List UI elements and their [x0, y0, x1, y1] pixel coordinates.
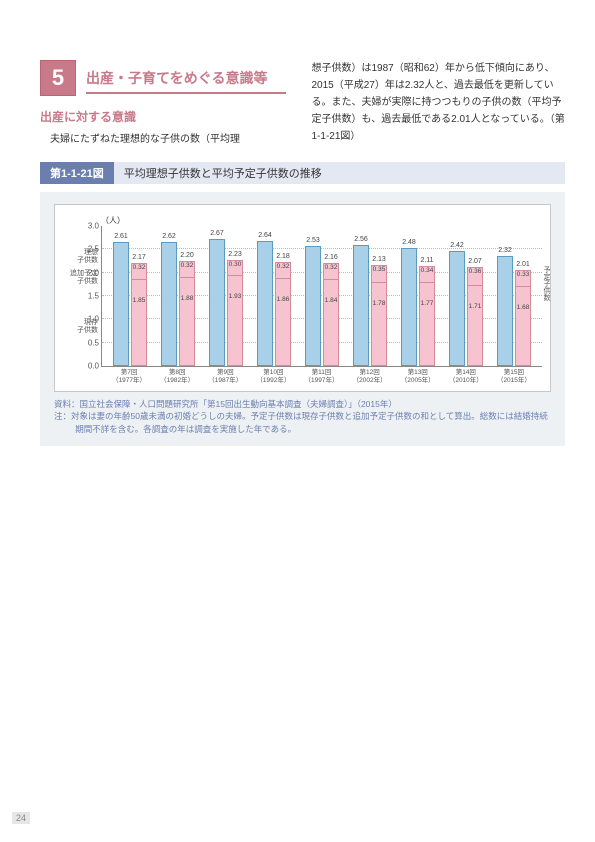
bar-ideal: 2.64 [257, 241, 273, 366]
bar-plan: 2.200.321.88 [179, 261, 195, 366]
bar-plan: 2.170.321.85 [131, 263, 147, 366]
bar-plan: 2.180.321.86 [275, 262, 291, 366]
legend-label: 理想 子供数 [77, 249, 98, 264]
bar-value-plan: 2.16 [324, 254, 338, 261]
bar-ideal: 2.61 [113, 242, 129, 366]
bar-ideal: 2.53 [305, 246, 321, 366]
x-tick-label: 第14回（2010年） [449, 369, 483, 385]
bar-value-plan: 2.17 [132, 254, 146, 261]
bar-value-plan: 2.20 [180, 252, 194, 259]
bar-value-exist: 1.88 [180, 278, 194, 303]
subsection-title: 出産に対する意識 [40, 108, 294, 125]
figure-heading: 第1-1-21図 平均理想子供数と平均予定子供数の推移 [40, 162, 565, 184]
bar-ideal: 2.32 [497, 256, 513, 366]
chapter-header: 5 出産・子育てをめぐる意識等 [40, 60, 294, 96]
bar-value-exist: 1.84 [324, 280, 338, 305]
bar-value-ideal: 2.48 [402, 239, 416, 246]
bar-value-ideal: 2.62 [162, 233, 176, 240]
x-tick-label: 第15回（2015年） [497, 369, 531, 385]
legend-label: 現存 子供数 [77, 319, 98, 334]
bar-value-plan: 2.01 [516, 261, 530, 268]
x-tick-label: 第9回（1987年） [208, 369, 242, 385]
bar-value-plan: 2.07 [468, 258, 482, 265]
body-left: 夫婦にたずねた理想的な子供の数（平均理 [40, 131, 294, 148]
bar-group: 2.422.07 0.36 1.71 [449, 251, 483, 366]
bar-plan: 2.230.301.93 [227, 260, 243, 366]
x-tick-label: 第13回（2005年） [401, 369, 435, 385]
source-line1: 資料：国立社会保障・人口問題研究所「第15回出生動向基本調査（夫婦調査）」（20… [54, 398, 551, 411]
bar-value-plan: 2.13 [372, 256, 386, 263]
bar-value-ideal: 2.42 [450, 242, 464, 249]
figure-title: 平均理想子供数と平均予定子供数の推移 [114, 162, 565, 184]
bar-value-exist: 1.71 [468, 286, 482, 311]
bar-group: 2.532.16 0.32 1.84 [305, 246, 339, 366]
bar-plan: 2.160.321.84 [323, 263, 339, 366]
bar-value-exist: 1.86 [276, 279, 290, 304]
x-axis-labels: 第7回（1977年） 第8回（1982年） 第9回（1987年） 第10回（1992年… [101, 367, 542, 385]
source-line2: 注：対象は妻の年齢50歳未満の初婚どうしの夫婦。予定子供数は現存子供数と追加予定… [54, 410, 551, 436]
x-tick-label: 第7回（1977年） [112, 369, 146, 385]
bar-value-ideal: 2.67 [210, 230, 224, 237]
bar-value-add: 0.33 [516, 271, 530, 279]
bar-value-add: 0.32 [180, 262, 194, 270]
bar-group: 2.612.17 0.32 1.85 [113, 242, 147, 366]
bar-group: 2.672.23 0.30 1.93 [209, 239, 243, 366]
bar-ideal: 2.62 [161, 242, 177, 366]
bar-value-ideal: 2.32 [498, 247, 512, 254]
bar-group: 2.622.20 0.32 1.88 [161, 242, 195, 366]
body-right: 想子供数）は1987（昭和62）年から低下傾向にあり、2015（平成27）年は2… [312, 60, 566, 145]
page-number: 24 [12, 812, 30, 824]
bar-ideal: 2.56 [353, 245, 369, 366]
bar-value-plan: 2.18 [276, 253, 290, 260]
bar-plan: 2.010.331.68 [515, 270, 531, 366]
x-tick-label: 第12回（2002年） [353, 369, 387, 385]
chart-panel: （人） 0.00.51.01.52.02.53.0 予定子供数 2.612.17… [40, 192, 565, 446]
bar-value-ideal: 2.53 [306, 237, 320, 244]
bar-value-ideal: 2.61 [114, 233, 128, 240]
bar-value-ideal: 2.64 [258, 232, 272, 239]
bar-value-add: 0.32 [276, 263, 290, 271]
bar-value-ideal: 2.56 [354, 236, 368, 243]
bar-value-add: 0.32 [324, 264, 338, 272]
bar-value-plan: 2.11 [420, 257, 433, 264]
bar-ideal: 2.42 [449, 251, 465, 366]
chart-source: 資料：国立社会保障・人口問題研究所「第15回出生動向基本調査（夫婦調査）」（20… [54, 398, 551, 436]
bar-value-plan: 2.23 [228, 251, 242, 258]
chapter-number-badge: 5 [40, 60, 76, 96]
figure-label: 第1-1-21図 [40, 162, 114, 184]
chapter-title: 出産・子育てをめぐる意識等 [86, 60, 286, 94]
bar-value-add: 0.36 [468, 268, 482, 276]
x-tick-label: 第8回（1982年） [160, 369, 194, 385]
bar-ideal: 2.48 [401, 248, 417, 366]
bar-value-exist: 1.85 [132, 280, 146, 305]
chart-area: （人） 0.00.51.01.52.02.53.0 予定子供数 2.612.17… [54, 204, 551, 392]
bar-plan: 2.130.351.78 [371, 265, 387, 366]
bar-ideal: 2.67 [209, 239, 225, 366]
bar-value-add: 0.35 [372, 266, 386, 274]
bar-group: 2.322.01 0.33 1.68 [497, 256, 531, 366]
x-tick-label: 第11回（1997年） [304, 369, 338, 385]
bar-value-add: 0.34 [420, 267, 434, 275]
bar-value-exist: 1.93 [228, 276, 242, 301]
legend-left: 理想 子供数追加予定 子供数現存 子供数 [66, 226, 100, 366]
y-axis-unit: （人） [101, 215, 542, 226]
legend-label: 追加予定 子供数 [70, 270, 98, 285]
bar-plan: 2.070.361.71 [467, 267, 483, 366]
bar-value-exist: 1.68 [516, 287, 530, 312]
bar-value-exist: 1.78 [372, 283, 386, 308]
plot-area: 予定子供数 2.612.170.321.852.622.200.321.882.… [101, 226, 542, 367]
x-tick-label: 第10回（1992年） [256, 369, 290, 385]
bar-plan: 2.110.341.77 [419, 266, 435, 366]
bar-value-exist: 1.77 [420, 283, 434, 308]
bar-value-add: 0.30 [228, 261, 242, 269]
bar-group: 2.482.11 0.34 1.77 [401, 248, 435, 366]
bar-group: 2.562.13 0.35 1.78 [353, 245, 387, 366]
bar-group: 2.642.18 0.32 1.86 [257, 241, 291, 366]
bar-value-add: 0.32 [132, 264, 146, 272]
side-label: 予定子供数 [543, 266, 550, 301]
